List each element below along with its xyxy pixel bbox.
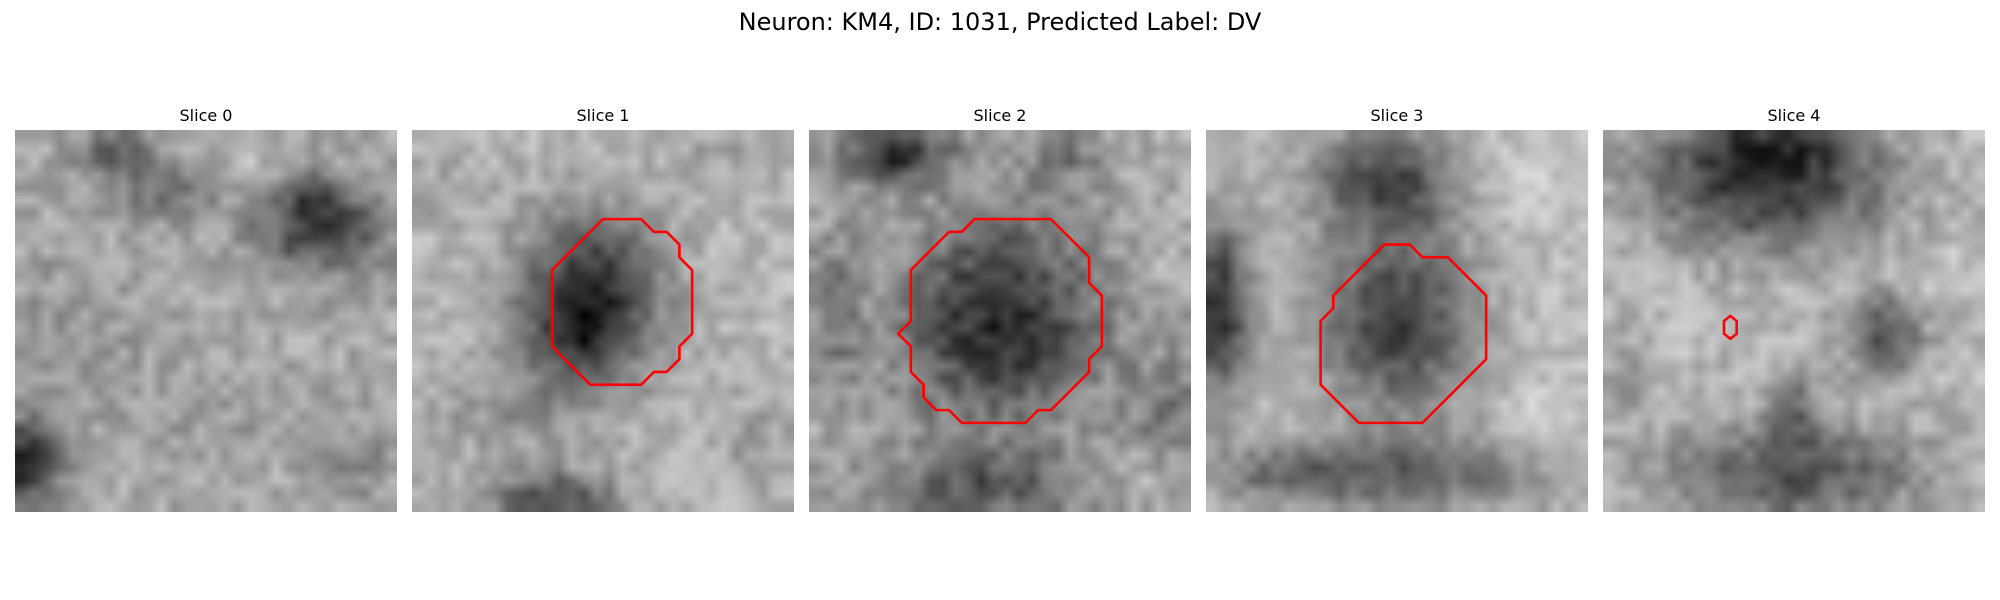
slice-panel-3: Slice 3 xyxy=(1206,104,1588,512)
slice-panel-2: Slice 2 xyxy=(809,104,1191,512)
slice-image-2 xyxy=(809,130,1191,512)
slice-title-0: Slice 0 xyxy=(179,106,233,125)
slice-panel-1: Slice 1 xyxy=(412,104,794,512)
slice-title-2: Slice 2 xyxy=(973,106,1027,125)
slice-title-3: Slice 3 xyxy=(1370,106,1424,125)
slice-image-0 xyxy=(15,130,397,512)
slice-image-4 xyxy=(1603,130,1985,512)
slice-image-1 xyxy=(412,130,794,512)
figure-title: Neuron: KM4, ID: 1031, Predicted Label: … xyxy=(738,8,1262,36)
slice-panel-4: Slice 4 xyxy=(1603,104,1985,512)
slice-panel-0: Slice 0 xyxy=(15,104,397,512)
slice-title-4: Slice 4 xyxy=(1767,106,1821,125)
slice-image-3 xyxy=(1206,130,1588,512)
slice-title-1: Slice 1 xyxy=(576,106,630,125)
